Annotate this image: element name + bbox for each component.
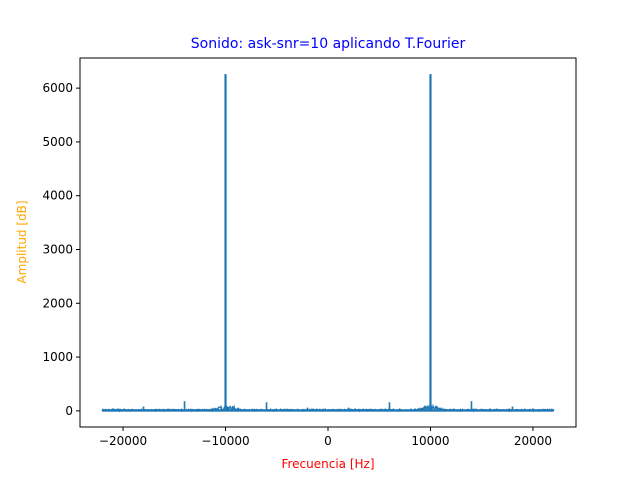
chart-title: Sonido: ask-snr=10 aplicando T.Fourier	[191, 36, 466, 52]
x-tick-label: 20000	[514, 434, 552, 448]
y-tick-label: 0	[65, 404, 73, 418]
plot-area	[101, 74, 555, 413]
y-tick-label: 4000	[42, 189, 73, 203]
y-tick-label: 1000	[42, 350, 73, 364]
x-axis-label: Frecuencia [Hz]	[281, 457, 374, 471]
x-axis: −20000 −10000 0 10000 20000	[99, 427, 552, 448]
x-tick-label: 0	[324, 434, 332, 448]
y-tick-label: 2000	[42, 296, 73, 310]
x-tick-label: −10000	[201, 434, 249, 448]
x-tick-label: −20000	[99, 434, 147, 448]
y-axis-label: Amplitud [dB]	[15, 200, 29, 283]
spectrum-trace	[101, 403, 555, 413]
x-tick-label: 10000	[411, 434, 449, 448]
y-tick-label: 6000	[42, 81, 73, 95]
y-tick-label: 3000	[42, 242, 73, 256]
y-axis: 0 1000 2000 3000 4000 5000 6000	[42, 81, 80, 418]
y-tick-label: 5000	[42, 135, 73, 149]
